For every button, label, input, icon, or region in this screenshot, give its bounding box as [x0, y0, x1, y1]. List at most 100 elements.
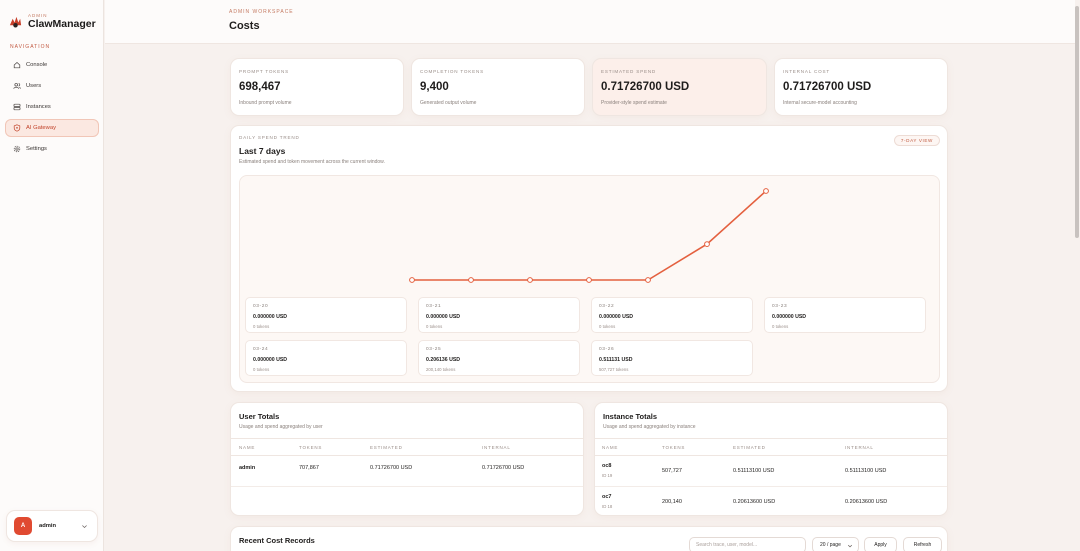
recent-records-title: Recent Cost Records: [239, 536, 315, 545]
trend-point-03-24[interactable]: [645, 277, 651, 283]
day-card-03-23: 03-23 0.000000 USD 0 tokens: [764, 297, 926, 333]
column-header-name: NAME: [239, 445, 256, 450]
table-row[interactable]: oc7 ID 18 200,140 0.20613600 USD 0.20613…: [595, 488, 947, 518]
trend-subtitle: Estimated spend and token movement acros…: [239, 159, 385, 165]
sidebar-nav: Console Users Instances AI Gateway Setti…: [5, 56, 99, 161]
table-row[interactable]: admin 707,867 0.71726700 USD 0.71726700 …: [231, 457, 583, 487]
sidebar: ADMIN ClawManager NAVIGATION Console Use…: [0, 0, 104, 551]
cell-internal: 0.71726700 USD: [482, 465, 525, 471]
column-header-estimated: ESTIMATED: [733, 445, 766, 450]
trend-chart: 03-20 0.000000 USD 0 tokens 03-21 0.000000 U…: [239, 175, 940, 383]
sidebar-item-settings[interactable]: Settings: [5, 140, 99, 158]
day-usd: 0.000000 USD: [426, 314, 461, 320]
day-usd: 0.206136 USD: [426, 357, 461, 363]
trend-line-chart: [409, 188, 769, 283]
refresh-button[interactable]: Refresh: [903, 537, 942, 551]
sidebar-item-console[interactable]: Console: [5, 56, 99, 74]
user-menu[interactable]: A admin: [6, 510, 98, 542]
users-icon: [13, 83, 21, 89]
trend-point-03-23[interactable]: [586, 277, 592, 283]
day-tokens: 0 tokens: [772, 324, 789, 329]
day-card-03-25: 03-25 0.206136 USD 200,140 tokens: [418, 340, 580, 376]
column-header-internal: INTERNAL: [845, 445, 874, 450]
avatar: A: [14, 517, 32, 535]
nav-section-label: NAVIGATION: [10, 44, 51, 50]
day-tokens: 0 tokens: [253, 367, 270, 372]
day-date: 03-21: [426, 304, 442, 309]
sidebar-item-users[interactable]: Users: [5, 77, 99, 95]
day-tokens: 200,140 tokens: [426, 367, 456, 372]
stat-label: INTERNAL COST: [783, 69, 830, 74]
server-icon: [13, 103, 21, 111]
day-card-03-20: 03-20 0.000000 USD 0 tokens: [245, 297, 407, 333]
day-date: 03-25: [426, 347, 442, 352]
cell-name: oc7: [602, 494, 612, 500]
user-name: admin: [39, 523, 57, 529]
day-date: 03-22: [599, 304, 615, 309]
day-tokens: 507,727 tokens: [599, 367, 629, 372]
stat-label: PROMPT TOKENS: [239, 69, 289, 74]
sidebar-item-label: Settings: [26, 146, 47, 152]
scrollbar[interactable]: [1075, 6, 1079, 238]
stat-card-prompt-tokens: PROMPT TOKENS 698,467 Inbound prompt vol…: [230, 58, 404, 116]
column-header-estimated: ESTIMATED: [370, 445, 403, 450]
instance-totals-subtitle: Usage and spend aggregated by instance: [603, 424, 696, 430]
day-date: 03-20: [253, 304, 269, 309]
page-size-select[interactable]: 20 / page: [812, 537, 859, 551]
instance-totals-title: Instance Totals: [603, 412, 658, 421]
table-header: NAME TOKENS ESTIMATED INTERNAL: [231, 438, 583, 456]
day-usd: 0.000000 USD: [253, 314, 288, 320]
stat-subtext: Provider-style spend estimate: [601, 100, 667, 106]
cell-estimated: 0.71726700 USD: [370, 465, 413, 471]
cell-name: admin: [239, 465, 256, 471]
day-date: 03-23: [772, 304, 788, 309]
recent-cost-records-card: Recent Cost Records Search trace, user, …: [230, 526, 948, 551]
stat-subtext: Internal secure-model accounting: [783, 100, 857, 106]
trend-point-03-22[interactable]: [527, 277, 533, 283]
table-row[interactable]: oc8 ID 19 507,727 0.51113100 USD 0.51113…: [595, 457, 947, 487]
main-content: ADMIN WORKSPACE Costs PROMPT TOKENS 698,…: [105, 0, 1080, 551]
day-usd: 0.511131 USD: [599, 357, 633, 363]
stat-card-estimated-spend: ESTIMATED SPEND 0.71726700 USD Provider-…: [592, 58, 767, 116]
sidebar-item-instances[interactable]: Instances: [5, 98, 99, 116]
trend-point-03-26[interactable]: [763, 188, 769, 194]
day-date: 03-26: [599, 347, 615, 352]
trend-kicker: DAILY SPEND TREND: [239, 135, 300, 140]
stat-subtext: Generated output volume: [420, 100, 477, 106]
day-date: 03-24: [253, 347, 269, 352]
cell-tokens: 200,140: [662, 499, 682, 505]
page-title: Costs: [229, 20, 260, 32]
stat-value: 0.71726700 USD: [783, 81, 872, 93]
trend-point-03-20[interactable]: [409, 277, 415, 283]
day-card-03-24: 03-24 0.000000 USD 0 tokens: [245, 340, 407, 376]
apply-button[interactable]: Apply: [864, 537, 897, 551]
seven-day-view-toggle[interactable]: 7-DAY VIEW: [893, 135, 940, 146]
trend-point-03-21[interactable]: [468, 277, 474, 283]
cell-estimated: 0.51113100 USD: [733, 468, 775, 474]
user-totals-title: User Totals: [239, 412, 280, 421]
chevron-down-icon: [847, 544, 853, 548]
column-header-internal: INTERNAL: [482, 445, 511, 450]
search-input[interactable]: Search trace, user, model...: [689, 537, 806, 551]
table-header: NAME TOKENS ESTIMATED INTERNAL: [595, 438, 947, 456]
cell-name: oc8: [602, 463, 612, 469]
cell-id: ID 19: [602, 473, 613, 478]
column-header-tokens: TOKENS: [299, 445, 323, 450]
day-tokens: 0 tokens: [426, 324, 443, 329]
workspace-kicker: ADMIN WORKSPACE: [229, 9, 294, 15]
sidebar-item-ai-gateway[interactable]: AI Gateway: [5, 119, 99, 137]
brand[interactable]: ADMIN ClawManager: [8, 12, 96, 30]
day-card-03-22: 03-22 0.000000 USD 0 tokens: [591, 297, 753, 333]
day-card-03-21: 03-21 0.000000 USD 0 tokens: [418, 297, 580, 333]
cell-tokens: 507,727: [662, 468, 682, 474]
chevron-down-icon: [82, 525, 87, 529]
user-totals-card: User Totals Usage and spend aggregated b…: [230, 402, 584, 516]
cell-internal: 0.20613600 USD: [845, 499, 888, 505]
brand-kicker: ADMIN: [28, 13, 48, 18]
daily-spend-trend-card: DAILY SPEND TREND Last 7 days Estimated …: [230, 125, 948, 392]
trend-point-03-25[interactable]: [704, 241, 710, 248]
column-header-name: NAME: [602, 445, 619, 450]
trend-series-line: [412, 190, 767, 281]
cell-estimated: 0.20613600 USD: [733, 499, 776, 505]
shield-icon: [13, 124, 21, 132]
